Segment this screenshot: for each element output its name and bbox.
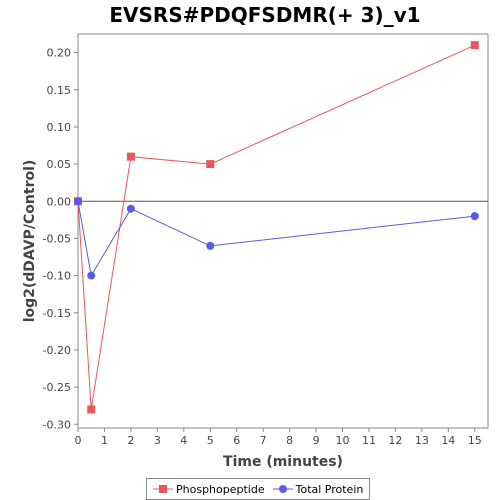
plot-frame [77,33,489,429]
y-tick-label: 0.20 [47,47,72,60]
x-tick-label: 8 [286,434,293,447]
y-tick-label: 0.10 [47,121,72,134]
data-point-phosphopeptide [206,160,215,169]
y-axis-label: log2(dDAVP/Control) [22,160,38,323]
y-tick-label: -0.15 [43,307,71,320]
legend: Phosphopeptide Total Protein [146,478,371,500]
x-tick-label: 5 [207,434,214,447]
legend-item-total-protein: Total Protein [272,482,364,496]
y-tick-label: 0.15 [47,84,72,97]
data-point-phosphopeptide [87,405,96,414]
x-tick-label: 10 [336,434,350,447]
data-point-phosphopeptide [126,152,135,161]
legend-label-phosphopeptide: Phosphopeptide [176,482,265,496]
y-tick-label: 0.00 [47,195,72,208]
legend-label-total-protein: Total Protein [295,482,364,496]
data-point-phosphopeptide [470,41,479,50]
plot-area: 0.20 0.15 0.10 0.05 0.00 -0.05 -0.10 -0.15 -0.20… [43,33,489,447]
data-point-total-protein [470,212,479,221]
x-tick-label: 13 [415,434,429,447]
x-tick-label: 3 [154,434,161,447]
x-tick-label: 7 [260,434,267,447]
x-tick-label: 15 [468,434,482,447]
legend-marker-total-protein [272,485,293,493]
x-tick-label: 14 [441,434,455,447]
legend-item-phosphopeptide: Phosphopeptide [153,483,265,496]
y-tick-label: -0.20 [43,344,71,357]
x-tick-label: 0 [75,434,82,447]
y-tick-label: 0.05 [47,158,72,171]
x-axis-label: Time (minutes) [223,454,343,470]
x-tick-label: 9 [313,434,320,447]
data-point-total-protein [74,197,82,206]
x-tick-label: 11 [362,434,376,447]
legend-marker-phosphopeptide [153,485,173,493]
x-tick-label: 2 [127,434,134,447]
data-point-total-protein [206,241,215,250]
x-tick-label: 1 [101,434,108,447]
y-tick-label: -0.10 [43,270,71,283]
chart-title: EVSRS#PDQFSDMR(+ 3)_v1 [109,3,420,27]
y-tick-label: -0.05 [43,232,71,245]
x-tick-label: 4 [180,434,187,447]
y-tick-label: -0.25 [43,381,71,394]
data-point-total-protein [87,271,96,280]
x-tick-label: 12 [388,434,402,447]
y-tick-label: -0.30 [43,418,71,431]
data-point-total-protein [126,204,135,213]
x-tick-label: 6 [233,434,240,447]
